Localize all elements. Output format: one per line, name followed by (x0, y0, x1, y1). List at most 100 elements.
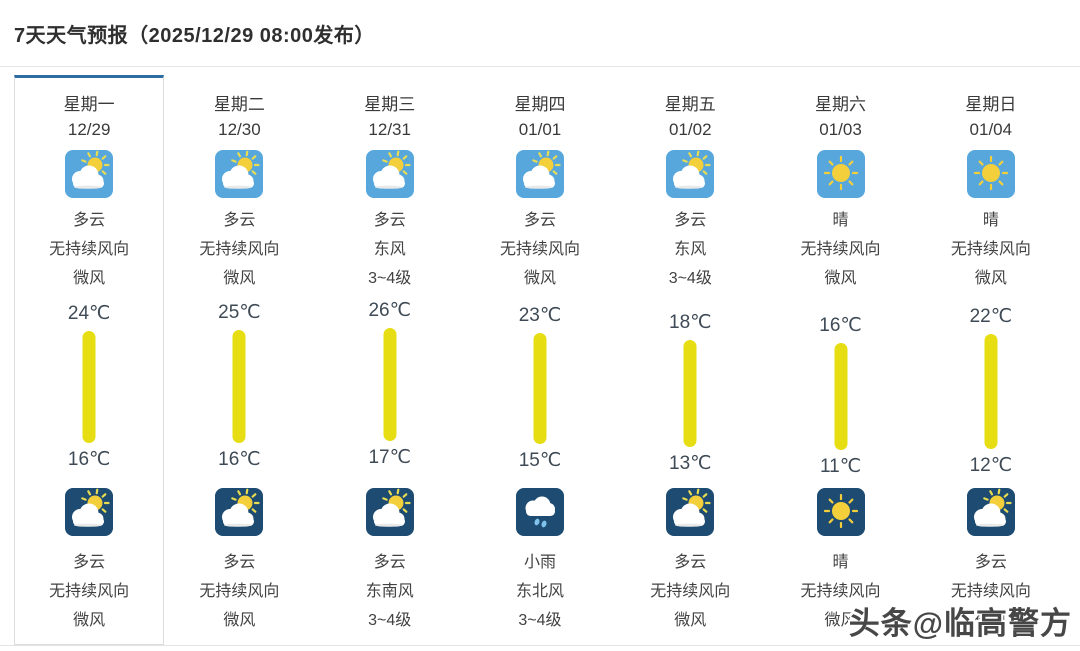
low-temperature-label: 11℃ (820, 456, 862, 477)
night-wind-direction-label: 无持续风向 (49, 583, 130, 600)
temperature-bar (834, 343, 848, 450)
night-condition-label: 小雨 (523, 554, 556, 571)
date-label: 01/01 (518, 120, 562, 139)
night-partly-cloudy-icon (666, 488, 715, 536)
night-condition-label: 多云 (974, 554, 1007, 571)
night-wind-direction-label: 东北风 (515, 583, 564, 600)
low-temperature-label: 17℃ (368, 447, 411, 468)
high-temperature-label: 16℃ (819, 315, 862, 336)
high-temperature-label: 26℃ (368, 300, 411, 321)
night-condition-label: 晴 (832, 554, 849, 571)
night-wind-level-label: 微风 (223, 612, 256, 629)
night-partly-cloudy-icon (215, 488, 264, 536)
day-column-6[interactable]: 星期六 01/03 晴 无持续风向 微风 16℃ 11℃ 晴 无持续风向 微风 (765, 75, 915, 645)
night-wind-direction-label: 无持续风向 (650, 583, 731, 600)
day-condition-label: 多云 (73, 212, 106, 229)
night-wind-level-label: 微风 (824, 612, 857, 629)
date-label: 01/03 (819, 120, 862, 139)
day-column-3[interactable]: 星期三 12/31 多云 东风 3~4级 26℃ 17℃ (315, 75, 465, 645)
day-column-2[interactable]: 星期二 12/30 多云 无持续风向 微风 25℃ 16℃ (164, 75, 314, 645)
night-wind-direction-label: 东南风 (365, 583, 414, 600)
day-wind-level-label: 微风 (824, 270, 857, 287)
day-wind-direction-label: 无持续风向 (49, 241, 130, 258)
day-sunny-icon (966, 150, 1015, 198)
temperature-chart: 18℃ 13℃ (616, 300, 764, 478)
day-column-7[interactable]: 星期日 01/04 晴 无持续风向 微风 22℃ 12℃ 多云 无持续风向 微风 (916, 75, 1066, 645)
weekday-label: 星期三 (364, 95, 416, 114)
night-condition-label: 多云 (674, 554, 707, 571)
night-wind-level-label: 微风 (674, 612, 707, 629)
day-column-5[interactable]: 星期五 01/02 多云 东风 3~4级 18℃ 13℃ (615, 75, 765, 645)
night-sunny-icon (816, 488, 865, 536)
widget-header: 7天天气预报（2025/12/29 08:00发布） (0, 0, 1080, 67)
day-wind-direction-label: 无持续风向 (199, 241, 280, 258)
day-column-1[interactable]: 星期一 12/29 多云 无持续风向 微风 24℃ 16℃ (14, 75, 165, 645)
date-label: 01/04 (969, 120, 1013, 139)
temperature-bar (82, 331, 96, 443)
temperature-chart: 26℃ 17℃ (316, 300, 464, 478)
day-condition-label: 多云 (223, 212, 256, 229)
day-wind-direction-label: 无持续风向 (499, 241, 580, 258)
temperature-chart: 16℃ 11℃ (766, 300, 914, 478)
watermark: 头条@临高警方 (848, 606, 1072, 641)
day-column-4[interactable]: 星期四 01/01 多云 无持续风向 微风 23℃ 15℃ (465, 75, 615, 645)
day-condition-label: 晴 (982, 212, 999, 229)
day-partly-cloudy-icon (215, 150, 264, 198)
night-wind-direction-label: 无持续风向 (950, 583, 1031, 600)
night-wind-level-label: 微风 (73, 612, 106, 629)
night-partly-cloudy-icon (365, 488, 414, 536)
day-wind-level-label: 3~4级 (368, 270, 412, 287)
date-label: 01/02 (668, 120, 712, 139)
high-temperature-label: 24℃ (67, 303, 111, 324)
date-label: 12/30 (218, 120, 261, 139)
date-label: 12/29 (67, 120, 111, 139)
low-temperature-label: 16℃ (218, 448, 261, 470)
night-partly-cloudy-icon (65, 488, 114, 536)
forecast-row: 星期一 12/29 多云 无持续风向 微风 24℃ 16℃ (0, 67, 1080, 646)
day-wind-level-label: 微风 (223, 270, 256, 287)
day-wind-level-label: 微风 (523, 270, 556, 287)
temperature-chart: 22℃ 12℃ (917, 300, 1065, 478)
night-wind-level-label: 3~4级 (368, 612, 412, 629)
day-wind-level-label: 3~4级 (668, 270, 712, 287)
night-wind-level-label: 3~4级 (518, 612, 562, 629)
day-condition-label: 晴 (832, 212, 849, 229)
night-light-rain-icon (515, 488, 564, 536)
night-wind-direction-label: 无持续风向 (199, 583, 280, 600)
day-condition-label: 多云 (373, 212, 406, 229)
night-wind-level-label: 微风 (974, 612, 1007, 629)
night-condition-label: 多云 (223, 554, 256, 571)
day-partly-cloudy-icon (65, 150, 114, 198)
temperature-bar (984, 334, 998, 449)
low-temperature-label: 15℃ (518, 450, 562, 471)
day-partly-cloudy-icon (666, 150, 715, 198)
temperature-bar (683, 340, 697, 447)
temperature-chart: 24℃ 16℃ (15, 300, 163, 478)
temperature-chart: 23℃ 15℃ (466, 300, 614, 478)
high-temperature-label: 18℃ (669, 312, 712, 333)
day-wind-direction-label: 东风 (674, 241, 707, 258)
weekday-label: 星期六 (815, 95, 867, 114)
low-temperature-label: 12℃ (969, 454, 1013, 476)
day-condition-label: 多云 (674, 212, 707, 229)
weekday-label: 星期一 (63, 95, 115, 114)
day-partly-cloudy-icon (515, 150, 564, 198)
night-condition-label: 多云 (373, 554, 406, 571)
night-condition-label: 多云 (73, 554, 106, 571)
page-title: 7天天气预报（2025/12/29 08:00发布） (14, 24, 375, 47)
night-wind-direction-label: 无持续风向 (800, 583, 881, 600)
low-temperature-label: 16℃ (67, 448, 111, 470)
day-partly-cloudy-icon (365, 150, 414, 198)
temperature-bar (533, 332, 547, 444)
low-temperature-label: 13℃ (669, 453, 712, 474)
day-condition-label: 多云 (523, 212, 556, 229)
date-label: 12/31 (368, 120, 411, 139)
high-temperature-label: 23℃ (518, 304, 562, 326)
day-wind-direction-label: 东风 (373, 241, 406, 258)
temperature-chart: 25℃ 16℃ (165, 300, 313, 478)
day-wind-level-label: 微风 (974, 270, 1007, 287)
day-wind-level-label: 微风 (73, 270, 106, 287)
high-temperature-label: 22℃ (969, 306, 1013, 327)
weekday-label: 星期日 (965, 95, 1017, 114)
